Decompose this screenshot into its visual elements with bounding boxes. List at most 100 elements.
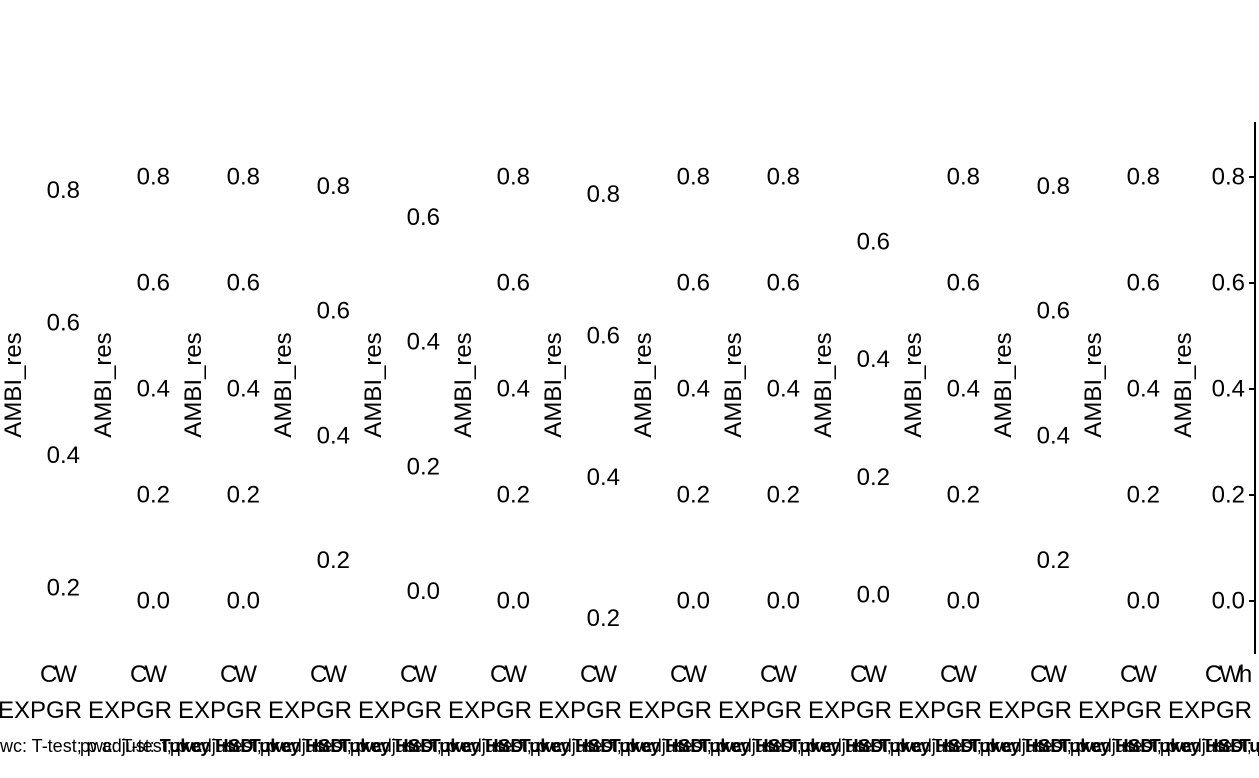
y-tick-label: 0.6 xyxy=(677,270,710,297)
y-tick-label: 0.4 xyxy=(767,376,800,403)
x-group-label: EXPGR xyxy=(178,697,262,724)
y-tick-label: 0.4 xyxy=(1212,376,1245,403)
y-axis-title: AMBI_res xyxy=(360,332,387,437)
y-tick-label: 0.0 xyxy=(767,588,800,615)
y-axis-title: AMBI_res xyxy=(1080,332,1107,437)
x-tick-label: CW xyxy=(580,661,617,688)
y-tick-label: 0.4 xyxy=(407,329,440,356)
y-tick-label: 0.8 xyxy=(1037,173,1070,200)
y-tick-label: 0.4 xyxy=(947,376,980,403)
y-tick-label: 0.8 xyxy=(317,173,350,200)
y-tick-label: 0.2 xyxy=(1127,482,1160,509)
x-tick-label: CW xyxy=(490,661,527,688)
y-tick-label: 0.8 xyxy=(767,164,800,191)
y-tick-label: 0.0 xyxy=(137,588,170,615)
y-tick-label: 0.0 xyxy=(227,588,260,615)
y-tick-label: 0.6 xyxy=(47,309,80,336)
y-axis-title: AMBI_res xyxy=(450,332,477,437)
y-tick-label: 0.2 xyxy=(227,482,260,509)
y-tick-label: 0.8 xyxy=(137,164,170,191)
x-group-label: EXPGR xyxy=(628,697,712,724)
y-tick-label: 0.8 xyxy=(227,164,260,191)
y-tick-label: 0.6 xyxy=(1127,270,1160,297)
y-tick-label: 0.4 xyxy=(587,464,620,491)
y-tick-label: 0.0 xyxy=(1127,588,1160,615)
y-tick-label: 0.0 xyxy=(407,578,440,605)
y-tick-label: 0.2 xyxy=(677,482,710,509)
y-tick-label: 0.4 xyxy=(1127,376,1160,403)
y-tick-label: 0.2 xyxy=(497,482,530,509)
y-tick-label: 0.0 xyxy=(497,588,530,615)
y-tick-label: 0.6 xyxy=(857,228,890,255)
x-tick-label: CW xyxy=(310,661,347,688)
y-tick-label: 0.2 xyxy=(1212,482,1245,509)
x-tick-label: CW xyxy=(40,661,77,688)
y-tick-label: 0.2 xyxy=(317,547,350,574)
x-tick-label: CW xyxy=(130,661,167,688)
x-group-label: EXPGR xyxy=(988,697,1072,724)
y-tick-label: 0.8 xyxy=(47,177,80,204)
y-tick-label: 0.2 xyxy=(407,453,440,480)
y-tick-label: 0.4 xyxy=(227,376,260,403)
caption: pwc: T-test; p.adjust: Tukey HSD xyxy=(440,736,703,756)
x-group-label: EXPGR xyxy=(898,697,982,724)
y-tick-label: 0.2 xyxy=(857,464,890,491)
y-axis-title: AMBI_res xyxy=(720,332,747,437)
caption: pwc: T-test; p.adjust: Tukey HSD xyxy=(530,736,793,756)
y-axis-title: AMBI_res xyxy=(180,332,207,437)
y-tick-label: 0.4 xyxy=(677,376,710,403)
y-tick-label: 0.6 xyxy=(137,270,170,297)
x-tick-label: CW xyxy=(1030,661,1067,688)
y-tick-label: 0.4 xyxy=(497,376,530,403)
caption: pwc: T-test; p.adjust: Tukey HSD xyxy=(260,736,523,756)
y-tick-label: 0.2 xyxy=(947,482,980,509)
caption: pwc: T-test; p.adjust: Tukey HSD xyxy=(80,736,343,756)
x-group-label: EXPGR xyxy=(88,697,172,724)
y-tick-label: 0.6 xyxy=(407,204,440,231)
x-tick-label: CWh xyxy=(1205,661,1251,688)
y-tick-label: 0.6 xyxy=(767,270,800,297)
y-tick-label: 0.2 xyxy=(137,482,170,509)
y-tick-label: 0.4 xyxy=(857,346,890,373)
y-tick-label: 0.4 xyxy=(1037,422,1070,449)
y-tick-label: 0.4 xyxy=(47,442,80,469)
caption: pwc: T-test; p.adjust: Tukey HSD xyxy=(0,736,253,756)
y-tick-label: 0.4 xyxy=(317,422,350,449)
y-tick-label: 0.8 xyxy=(587,181,620,208)
y-tick-label: 0.8 xyxy=(497,164,530,191)
caption: pwc: T-test; p.adjust: Tukey HSD xyxy=(1070,736,1259,756)
y-axis-title: AMBI_res xyxy=(90,332,117,437)
y-axis-title: AMBI_res xyxy=(810,332,837,437)
y-tick-label: 0.6 xyxy=(317,298,350,325)
y-tick-label: 0.2 xyxy=(587,605,620,632)
y-tick-label: 0.0 xyxy=(1212,588,1245,615)
x-tick-label: CW xyxy=(850,661,887,688)
caption: pwc: T-test; p.adjust: Tukey HSD xyxy=(710,736,973,756)
caption: pwc: T-test; p.adjust: Tukey HSD xyxy=(980,736,1243,756)
x-group-label: EXPGR xyxy=(1168,697,1252,724)
x-group-label: EXPGR xyxy=(808,697,892,724)
x-group-label: EXPGR xyxy=(718,697,802,724)
y-axis-title: AMBI_res xyxy=(990,332,1017,437)
y-tick-label: 0.6 xyxy=(497,270,530,297)
y-axis-title: AMBI_res xyxy=(1170,332,1197,437)
y-tick-label: 0.8 xyxy=(677,164,710,191)
y-axis-title: AMBI_res xyxy=(630,332,657,437)
y-tick-label: 0.2 xyxy=(47,574,80,601)
caption: pwc: T-test; p.adjust: Tukey HSD xyxy=(620,736,883,756)
y-tick-label: 0.0 xyxy=(677,588,710,615)
y-tick-label: 0.6 xyxy=(1212,270,1245,297)
caption: pwc: T-test; p.adjust: Tukey HSD xyxy=(350,736,613,756)
caption: pwc: T-test; p.adjust: Tukey HSD xyxy=(170,736,433,756)
y-tick-label: 0.8 xyxy=(1127,164,1160,191)
y-tick-label: 0.6 xyxy=(1037,298,1070,325)
y-axis-title: AMBI_res xyxy=(540,332,567,437)
x-group-label: EXPGR xyxy=(538,697,622,724)
x-tick-label: CW xyxy=(760,661,797,688)
y-tick-label: 0.6 xyxy=(227,270,260,297)
y-axis-title: AMBI_res xyxy=(270,332,297,437)
x-tick-label: CW xyxy=(1120,661,1157,688)
y-tick-label: 0.0 xyxy=(947,588,980,615)
x-tick-label: CW xyxy=(940,661,977,688)
